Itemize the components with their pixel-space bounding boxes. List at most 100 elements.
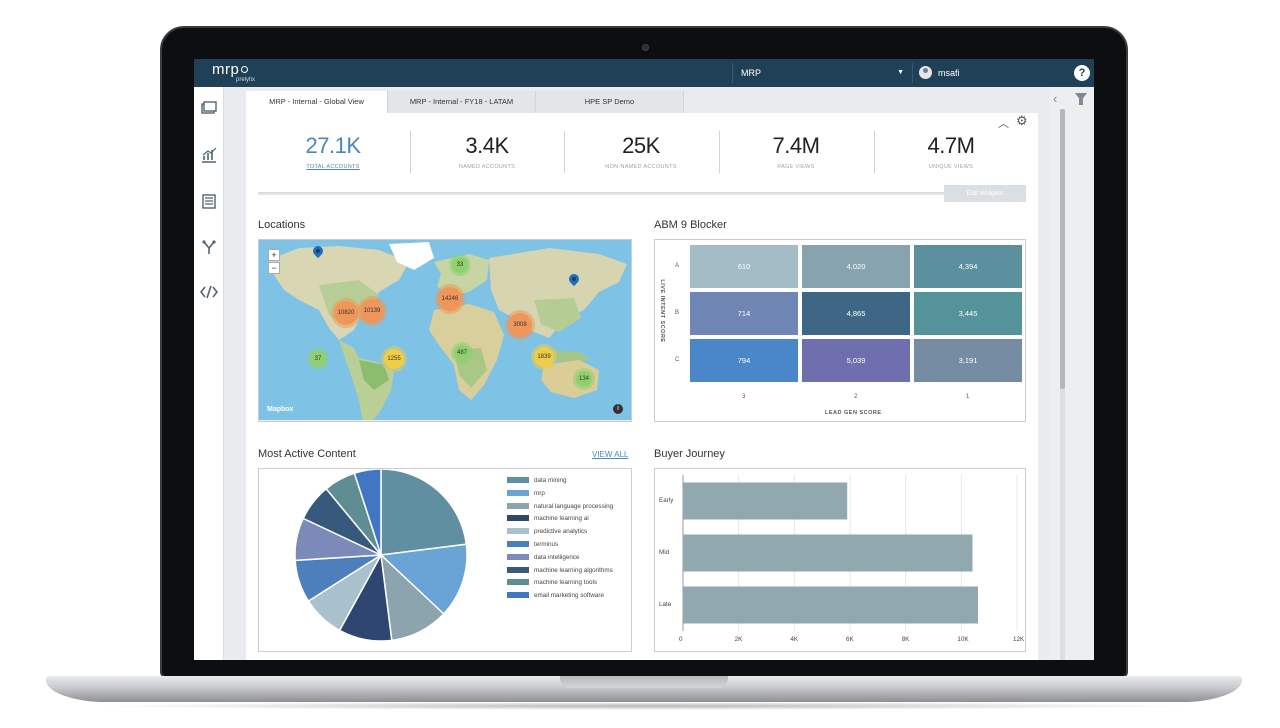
- map-cluster[interactable]: 10139: [357, 296, 387, 326]
- help-icon[interactable]: ?: [1074, 65, 1090, 81]
- cluster-count: 14246: [441, 296, 459, 302]
- kpi-page-views: 7.4M PAGE VIEWS: [721, 133, 871, 170]
- kpi-divider: [564, 131, 565, 173]
- map-cluster[interactable]: 1255: [381, 346, 407, 372]
- accounts-icon[interactable]: [200, 193, 218, 211]
- abm-blocker-title: ABM 9 Blocker: [654, 219, 727, 231]
- kpi-total-accounts[interactable]: 27.1K TOTAL ACCOUNTS: [258, 133, 408, 170]
- bar[interactable]: [683, 586, 979, 624]
- legend-item[interactable]: natural language processing: [507, 502, 614, 513]
- most-active-content-title: Most Active Content: [258, 448, 356, 460]
- legend-label: machine learning algorithms: [534, 566, 613, 574]
- logo-mark-icon: [241, 66, 249, 73]
- zoom-out-button[interactable]: −: [268, 262, 280, 274]
- map-cluster[interactable]: 37: [307, 348, 329, 370]
- legend-item[interactable]: data mining: [507, 477, 567, 487]
- legend-item[interactable]: mrp: [507, 489, 545, 500]
- legend-label: natural language processing: [534, 502, 614, 510]
- heatmap-cell[interactable]: 610: [690, 245, 798, 288]
- base-notch: [560, 676, 728, 688]
- legend-swatch: [507, 541, 529, 547]
- world-map: [259, 240, 631, 421]
- bar[interactable]: [683, 482, 848, 520]
- heatmap-cell[interactable]: 4,394: [914, 245, 1022, 288]
- tab-hpe-sp-demo[interactable]: HPE SP Demo: [536, 91, 684, 113]
- legend-item[interactable]: terminus: [507, 541, 558, 551]
- kpi-value: 25K: [622, 133, 660, 158]
- map-cluster[interactable]: 487: [451, 342, 473, 364]
- gear-icon[interactable]: ⚙: [1016, 113, 1028, 128]
- filter-icon-stem: [1079, 99, 1083, 105]
- campaigns-icon[interactable]: [200, 239, 218, 257]
- pie-slice[interactable]: [353, 469, 382, 556]
- pie-slice[interactable]: [379, 543, 468, 615]
- map-cluster[interactable]: 1839: [531, 344, 557, 370]
- map-attribution[interactable]: Mapbox: [267, 406, 294, 413]
- org-selector[interactable]: MRP ▼: [732, 63, 908, 83]
- user-menu[interactable]: msafi: [912, 63, 1062, 83]
- map-cluster[interactable]: 134: [573, 368, 595, 390]
- kpi-value: 4.7M: [927, 133, 975, 158]
- map-cluster[interactable]: 14246: [435, 284, 465, 314]
- base-shadow: [90, 702, 1198, 710]
- bar-category-label: Late: [659, 601, 672, 608]
- legend-item[interactable]: machine learning algorithms: [507, 566, 613, 577]
- scrollbar-thumb[interactable]: [1060, 109, 1065, 389]
- tab-global-view[interactable]: MRP - Internal - Global View: [246, 91, 388, 113]
- heatmap-cell[interactable]: 5,039: [802, 339, 910, 382]
- legend-swatch: [507, 566, 529, 573]
- legend-label: mrp: [534, 489, 545, 497]
- x-tick-label: 2K: [734, 636, 743, 643]
- legend-item[interactable]: data intelligence: [507, 553, 580, 564]
- chevron-left-icon[interactable]: ‹: [1053, 91, 1058, 106]
- left-nav: [194, 87, 224, 660]
- heatmap-cell[interactable]: 3,191: [914, 339, 1022, 382]
- dashboard-icon[interactable]: [200, 101, 218, 119]
- map-cluster[interactable]: 33: [449, 254, 471, 276]
- bar[interactable]: [683, 534, 973, 572]
- heatmap-cell[interactable]: 4,865: [802, 292, 910, 335]
- kpi-unique-views: 4.7M UNIQUE VIEWS: [876, 133, 1026, 170]
- legend-item[interactable]: email marketing software: [507, 592, 604, 602]
- map-cluster[interactable]: 3008: [505, 310, 535, 340]
- code-icon[interactable]: [199, 285, 219, 303]
- tab-fy18-latam[interactable]: MRP - Internal - FY18 - LATAM: [388, 91, 536, 113]
- legend-swatch: [507, 592, 529, 599]
- buyer-journey-chart: Early Mid Late 0 2K 4K 6K 8K 10K 12K: [654, 468, 1026, 652]
- legend-item[interactable]: machine learning tools: [507, 579, 597, 589]
- heatmap-x-tick: 1: [966, 394, 970, 400]
- logo-subtext: prelytix: [236, 77, 256, 83]
- filter-icon[interactable]: [1075, 93, 1087, 101]
- logo[interactable]: mrp: [212, 61, 249, 78]
- legend-item[interactable]: machine learning ai: [507, 515, 589, 525]
- chevron-up-icon[interactable]: ︿: [998, 118, 1009, 130]
- bar-category-label: Mid: [659, 549, 670, 556]
- legend-item[interactable]: predictive analytics: [507, 528, 587, 538]
- dashboard-panel: ︿ ⚙ 27.1K TOTAL ACCOUNTS 3.4K NAMED ACCO…: [246, 113, 1038, 660]
- analytics-icon[interactable]: [200, 147, 218, 165]
- info-icon[interactable]: i: [613, 404, 623, 414]
- legend-label: machine learning ai: [534, 515, 589, 523]
- heatmap-cell[interactable]: 3,445: [914, 292, 1022, 335]
- heatmap-cell[interactable]: 714: [690, 292, 798, 335]
- cluster-count: 487: [456, 350, 467, 356]
- view-all-link[interactable]: VIEW ALL: [592, 450, 629, 459]
- cluster-count: 1255: [387, 356, 401, 362]
- zoom-in-button[interactable]: +: [268, 249, 280, 261]
- x-tick-label: 4K: [790, 636, 799, 643]
- divider: [258, 192, 944, 195]
- right-rail: ‹: [1049, 87, 1094, 660]
- heatmap-cell[interactable]: 4,020: [802, 245, 910, 288]
- caret-down-icon: ▼: [897, 69, 904, 76]
- map-cluster[interactable]: 10820: [331, 298, 361, 328]
- heatmap-x-tick: 2: [854, 394, 858, 400]
- buyer-journey-title: Buyer Journey: [654, 448, 725, 460]
- heatmap-cell[interactable]: 794: [690, 339, 798, 382]
- pie-slice[interactable]: [380, 469, 468, 556]
- locations-map[interactable]: + − 33 10820 10139 14246 3008 37 1255 48…: [258, 239, 632, 422]
- camera-dot: [642, 44, 649, 51]
- app-screen: mrp prelytix MRP ▼ msafi ? ‹: [194, 59, 1094, 660]
- cluster-count: 37: [314, 356, 322, 362]
- kpi-label: UNIQUE VIEWS: [928, 164, 974, 170]
- edit-widgets-button[interactable]: Edit Widgets: [944, 185, 1026, 202]
